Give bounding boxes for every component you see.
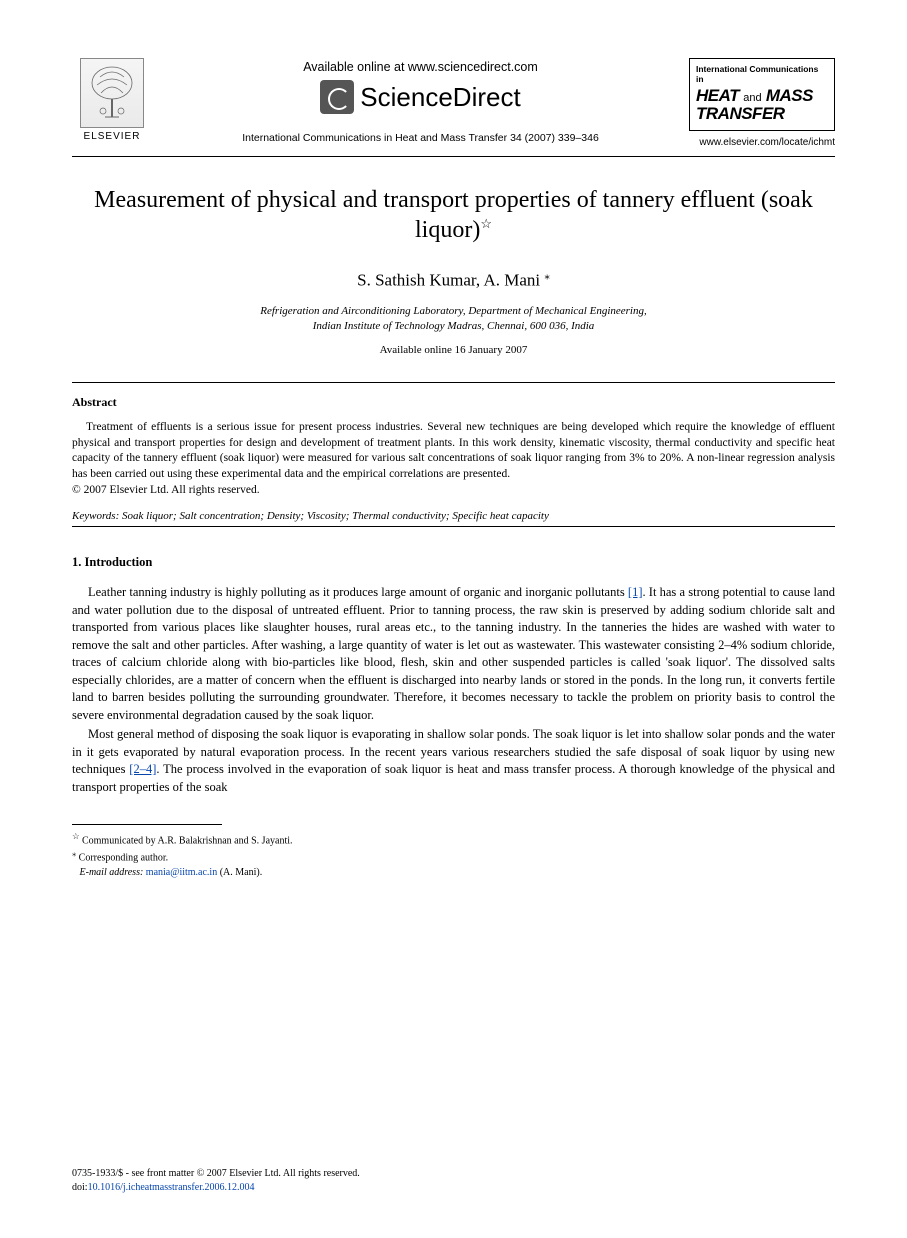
center-header: Available online at www.sciencedirect.co… [152,58,689,144]
sciencedirect-logo: ScienceDirect [320,80,520,114]
email-label: E-mail address: [80,867,144,878]
journal-word-transfer: TRANSFER [696,104,785,123]
abstract-text: Treatment of effluents is a serious issu… [72,420,835,482]
available-online-text: Available online at www.sciencedirect.co… [303,60,538,74]
available-online-date: Available online 16 January 2007 [72,344,835,356]
keywords-label: Keywords: [72,510,119,522]
issn-copyright-line: 0735-1933/$ - see front matter © 2007 El… [72,1167,835,1181]
title-text: Measurement of physical and transport pr… [94,187,813,243]
header-rule [72,156,835,157]
affiliation-line-1: Refrigeration and Airconditioning Labora… [260,305,647,317]
affiliation-line-2: Indian Institute of Technology Madras, C… [313,320,595,332]
elsevier-logo-block: ELSEVIER [72,58,152,142]
abstract-top-rule [72,382,835,383]
para1-post: . It has a strong potential to cause lan… [72,585,835,722]
header-row: ELSEVIER Available online at www.science… [72,58,835,148]
intro-paragraph-1: Leather tanning industry is highly pollu… [72,584,835,724]
title-footnote-marker: ☆ [480,216,492,231]
doi-label: doi: [72,1182,88,1193]
para1-pre: Leather tanning industry is highly pollu… [88,585,628,599]
reference-link-2-4[interactable]: [2–4] [129,762,156,776]
para2-post: . The process involved in the evaporatio… [72,762,835,794]
section-1-heading: 1. Introduction [72,555,835,570]
journal-top-line: International Communications in [696,64,828,84]
abstract-heading: Abstract [72,395,835,410]
journal-title: HEAT and MASS TRANSFER [696,87,828,123]
footnote-2: ⁎ Corresponding author. [72,848,835,865]
abstract-copyright: © 2007 Elsevier Ltd. All rights reserved… [72,484,835,496]
journal-word-heat: HEAT [696,86,739,105]
footnote-2-marker: ⁎ [72,849,76,858]
footnote-1-marker: ☆ [72,832,79,841]
authors-line: S. Sathish Kumar, A. Mani ⁎ [72,269,835,291]
doi-line: doi:10.1016/j.icheatmasstransfer.2006.12… [72,1181,835,1195]
footnote-email: E-mail address: mania@iitm.ac.in (A. Man… [72,866,835,880]
sciencedirect-text: ScienceDirect [360,82,520,113]
keywords-bottom-rule [72,526,835,527]
email-owner: (A. Mani). [220,867,263,878]
keywords-line: Keywords: Soak liquor; Salt concentratio… [72,510,835,522]
footnote-rule [72,824,222,825]
journal-word-and: and [743,92,761,104]
author-email-link[interactable]: mania@iitm.ac.in [146,867,217,878]
doi-link[interactable]: 10.1016/j.icheatmasstransfer.2006.12.004 [88,1182,255,1193]
article-title: Measurement of physical and transport pr… [72,185,835,245]
journal-cover-box: International Communications in HEAT and… [689,58,835,131]
footnote-2-text: Corresponding author. [79,853,168,864]
bottom-legal-block: 0735-1933/$ - see front matter © 2007 El… [72,1167,835,1194]
affiliation: Refrigeration and Airconditioning Labora… [72,304,835,334]
footnote-1: ☆ Communicated by A.R. Balakrishnan and … [72,831,835,848]
footnote-1-text: Communicated by A.R. Balakrishnan and S.… [82,835,293,846]
keywords-list: Soak liquor; Salt concentration; Density… [122,510,549,522]
journal-brand-block: International Communications in HEAT and… [689,58,835,148]
elsevier-tree-icon [80,58,144,128]
corresponding-author-marker: ⁎ [544,270,550,282]
elsevier-label: ELSEVIER [84,131,141,142]
reference-link-1[interactable]: [1] [628,585,643,599]
authors-names: S. Sathish Kumar, A. Mani [357,270,540,289]
sciencedirect-icon [320,80,354,114]
journal-url: www.elsevier.com/locate/ichmt [689,137,835,148]
journal-word-mass: MASS [766,86,813,105]
intro-paragraph-2: Most general method of disposing the soa… [72,726,835,796]
citation-line: International Communications in Heat and… [242,132,599,144]
